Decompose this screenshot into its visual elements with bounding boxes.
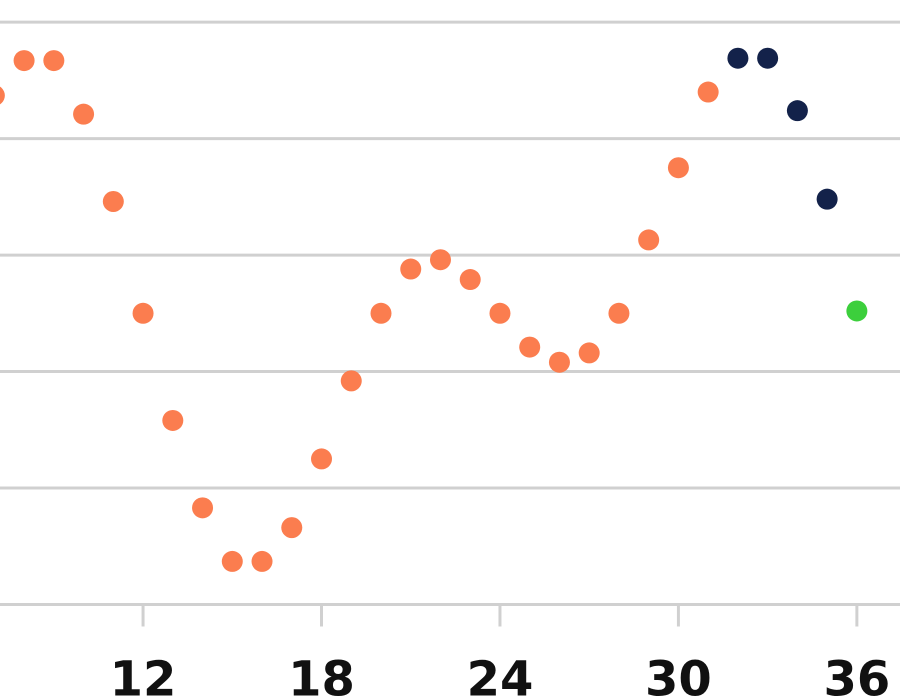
point <box>13 50 35 72</box>
point <box>489 302 511 324</box>
x-tick-label: 24 <box>467 651 534 700</box>
point <box>281 517 303 539</box>
point <box>548 351 570 373</box>
point <box>400 258 422 280</box>
point <box>370 302 392 324</box>
point <box>43 50 65 72</box>
point <box>429 249 451 271</box>
point <box>608 302 630 324</box>
point <box>340 370 362 392</box>
point <box>786 100 808 122</box>
point <box>192 497 214 519</box>
point <box>638 229 660 251</box>
x-tick-label: 30 <box>645 651 712 700</box>
point <box>459 269 481 291</box>
point <box>251 550 273 572</box>
x-axis: 12 18 24 30 36 <box>110 604 890 700</box>
point <box>519 336 541 358</box>
point <box>578 342 600 364</box>
point <box>846 300 868 322</box>
x-tick-label: 36 <box>823 651 890 700</box>
point <box>73 103 95 125</box>
point <box>667 157 689 179</box>
point <box>311 448 333 470</box>
point <box>816 188 838 210</box>
point <box>697 81 719 103</box>
point <box>221 550 243 572</box>
point <box>102 190 124 212</box>
x-tick-label: 18 <box>288 651 355 700</box>
point <box>0 86 5 105</box>
point <box>132 302 154 324</box>
point <box>162 409 184 431</box>
point <box>757 47 779 69</box>
grid <box>0 20 900 606</box>
plot-area <box>0 47 868 572</box>
point <box>727 47 749 69</box>
x-tick-label: 12 <box>110 651 177 700</box>
